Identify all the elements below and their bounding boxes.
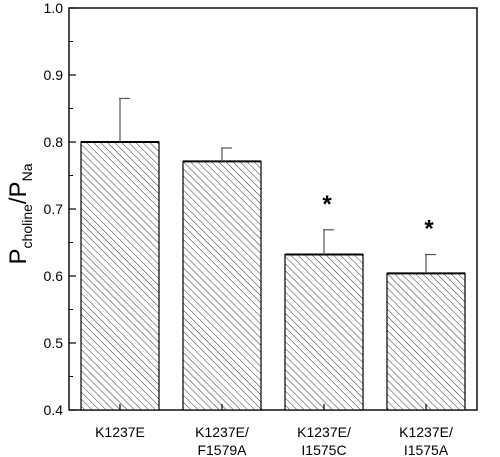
x-axis: K1237E K1237E/F1579A K1237E/I1575C K1237E/I… <box>95 404 453 457</box>
y-axis-label: Pcholine/PNa <box>5 163 35 264</box>
y-label-sub2: Na <box>19 163 35 181</box>
y-tick-label: 0.5 <box>44 335 64 351</box>
y-tick-label: 0.9 <box>44 67 64 83</box>
y-tick-label: 0.6 <box>44 268 64 284</box>
y-tick-label: 1.0 <box>44 0 64 16</box>
x-tick-label: F1579A <box>197 442 247 457</box>
bars: ** <box>80 97 466 411</box>
bar <box>80 141 160 411</box>
x-tick-label: K1237E/ <box>195 424 249 440</box>
y-label-slash: /P <box>5 181 32 204</box>
bar <box>284 253 364 411</box>
y-label-sub1: choline <box>19 204 35 249</box>
significance-marker: * <box>322 191 332 218</box>
x-tick-label: I1575C <box>301 442 346 457</box>
bar <box>386 272 466 411</box>
x-tick-label: K1237E <box>95 424 145 440</box>
x-tick-label: K1237E/ <box>297 424 351 440</box>
y-label-main: P <box>5 248 32 264</box>
x-tick-label: K1237E/ <box>399 424 453 440</box>
y-tick-label: 0.4 <box>44 402 64 418</box>
x-tick-label: I1575A <box>404 442 449 457</box>
bar <box>182 160 262 411</box>
y-axis: 0.4 0.5 0.6 0.7 0.8 0.9 1.0 <box>44 0 76 418</box>
y-tick-label: 0.8 <box>44 134 64 150</box>
significance-marker: * <box>424 216 434 243</box>
y-tick-label: 0.7 <box>44 201 64 217</box>
